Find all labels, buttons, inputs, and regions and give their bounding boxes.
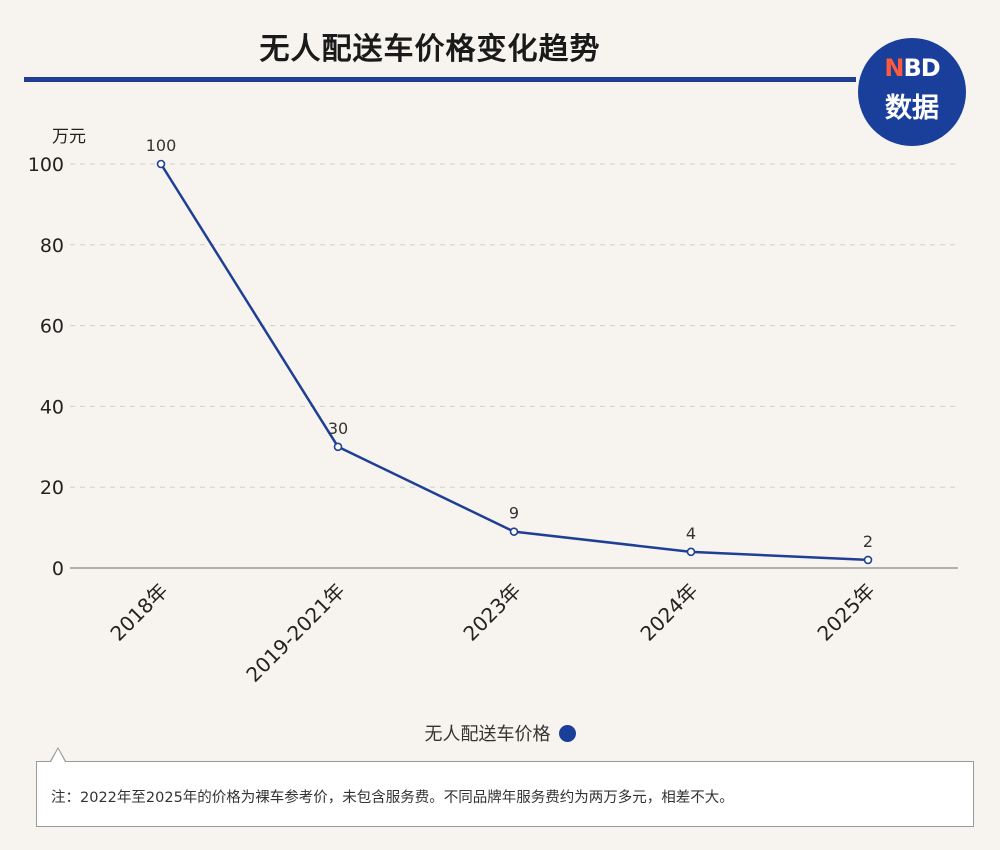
- series-line: [159, 163, 869, 562]
- title-rule: [24, 77, 856, 82]
- data-label: 100: [146, 136, 177, 155]
- x-tick-label: 2019-2021年: [241, 579, 349, 687]
- data-point: [686, 547, 696, 557]
- data-label: 30: [328, 419, 348, 438]
- legend: 无人配送车价格: [0, 720, 1000, 746]
- data-label: 2: [863, 532, 873, 551]
- data-label: 9: [509, 504, 519, 523]
- x-tick-label: 2025年: [812, 579, 879, 646]
- line-chart: 0 20 40 60 80 100 2018年 2019-2021年 2023年 2024年 202…: [28, 136, 958, 687]
- logo-text-nbd: NBD: [884, 54, 940, 82]
- y-tick-label: 0: [52, 558, 64, 580]
- legend-dot-icon: [558, 724, 576, 742]
- data-point: [156, 159, 166, 169]
- chart-title: 无人配送车价格变化趋势: [259, 32, 601, 67]
- y-unit-label: 万元: [52, 127, 86, 147]
- y-tick-label: 60: [40, 316, 64, 338]
- legend-label: 无人配送车价格: [424, 724, 551, 745]
- footnote-box: 注：2022年至2025年的价格为裸车参考价，未包含服务费。不同品牌年服务费约为…: [36, 761, 974, 827]
- footnote-text: 注：2022年至2025年的价格为裸车参考价，未包含服务费。不同品牌年服务费约为…: [51, 790, 734, 806]
- data-label: 4: [686, 524, 696, 543]
- note-callout-tail-inner: [51, 749, 65, 762]
- y-tick-label: 80: [40, 235, 64, 257]
- data-point: [333, 442, 343, 452]
- data-point: [863, 555, 873, 565]
- y-tick-label: 100: [28, 154, 64, 176]
- x-tick-label: 2023年: [458, 579, 525, 646]
- x-tick-label: 2024年: [635, 579, 702, 646]
- y-tick-label: 40: [40, 396, 64, 418]
- nbd-logo: NBD 数据: [858, 38, 966, 146]
- logo-text-data: 数据: [885, 93, 939, 124]
- y-tick-label: 20: [40, 477, 64, 499]
- x-tick-label: 2018年: [105, 579, 172, 646]
- data-point: [509, 527, 519, 536]
